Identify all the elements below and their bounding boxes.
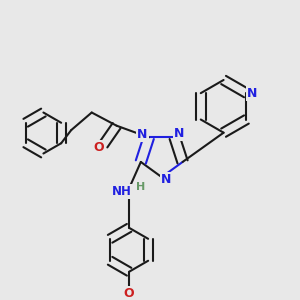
Text: N: N [137,128,148,141]
Text: N: N [247,87,257,100]
Text: N: N [161,173,171,186]
Text: O: O [124,287,134,300]
Text: O: O [94,141,104,154]
Text: NH: NH [112,185,132,198]
Text: N: N [174,127,184,140]
Text: H: H [136,182,146,192]
